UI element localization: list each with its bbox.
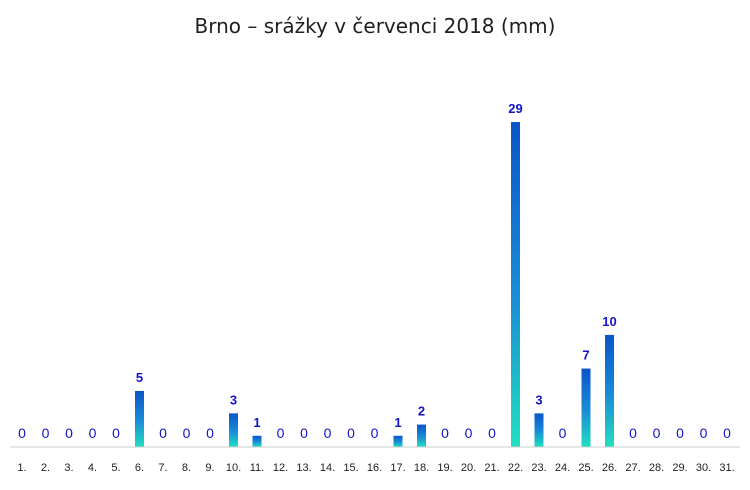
value-label-day-18: 2: [418, 404, 425, 419]
value-label-day-11: 1: [253, 415, 260, 430]
x-tick-label-day-28: 28.: [649, 462, 664, 474]
x-tick-label-day-19: 19.: [437, 462, 452, 474]
x-tick-label-day-2: 2.: [41, 462, 50, 474]
value-label-day-12: 0: [277, 425, 285, 441]
value-label-day-26: 10: [602, 314, 616, 329]
value-label-day-27: 0: [629, 425, 637, 441]
bar-day-11: [252, 435, 262, 447]
value-label-day-5: 0: [112, 425, 120, 441]
x-tick-label-day-13: 13.: [296, 462, 311, 474]
x-tick-label-day-12: 12.: [273, 462, 288, 474]
value-label-day-9: 0: [206, 425, 214, 441]
bar-day-10: [229, 413, 238, 447]
x-tick-label-day-5: 5.: [111, 462, 120, 474]
value-label-day-23: 3: [535, 392, 542, 407]
x-tick-label-day-6: 6.: [135, 462, 144, 474]
value-label-day-17: 1: [394, 415, 401, 430]
x-tick-label-day-3: 3.: [64, 462, 73, 474]
value-label-day-22: 29: [508, 101, 522, 116]
bar-day-6: [135, 390, 144, 447]
value-label-day-2: 0: [42, 425, 50, 441]
x-tick-label-day-29: 29.: [672, 462, 687, 474]
x-tick-label-day-25: 25.: [578, 462, 593, 474]
chart-title: Brno – srážky v červenci 2018 (mm): [195, 14, 556, 38]
value-label-day-25: 7: [582, 348, 589, 363]
bar-day-17: [393, 435, 403, 447]
x-tick-label-day-4: 4.: [88, 462, 97, 474]
x-tick-label-day-22: 22.: [508, 462, 523, 474]
bar-day-22: [511, 122, 520, 447]
x-tick-labels-group: 1. 2. 3. 4. 5. 6. 7. 8. 9. 10. 11. 12. 13. 14. 15. 16. 1…: [17, 462, 734, 474]
value-label-day-1: 0: [18, 425, 26, 441]
value-label-day-21: 0: [488, 425, 496, 441]
x-tick-label-day-27: 27.: [625, 462, 640, 474]
x-tick-label-day-18: 18.: [414, 462, 429, 474]
value-label-day-13: 0: [300, 425, 308, 441]
bar-day-23: [534, 413, 544, 447]
x-tick-label-day-7: 7.: [158, 462, 167, 474]
x-tick-label-day-23: 23.: [531, 462, 546, 474]
x-tick-label-day-20: 20.: [461, 462, 476, 474]
x-tick-label-day-17: 17.: [390, 462, 405, 474]
value-label-day-7: 0: [159, 425, 167, 441]
value-label-day-10: 3: [230, 392, 237, 407]
bars-group: [135, 122, 614, 447]
x-tick-label-day-16: 16.: [367, 462, 382, 474]
value-label-day-20: 0: [465, 425, 473, 441]
value-label-day-4: 0: [89, 425, 97, 441]
value-label-day-28: 0: [653, 425, 661, 441]
value-label-day-14: 0: [324, 425, 332, 441]
x-tick-label-day-24: 24.: [555, 462, 570, 474]
value-label-day-3: 0: [65, 425, 73, 441]
value-label-day-31: 0: [723, 425, 731, 441]
value-label-day-29: 0: [676, 425, 684, 441]
value-label-day-8: 0: [183, 425, 191, 441]
bar-day-18: [417, 424, 426, 447]
x-tick-label-day-15: 15.: [343, 462, 358, 474]
value-label-day-24: 0: [559, 425, 567, 441]
x-tick-label-day-31: 31.: [719, 462, 734, 474]
value-label-day-30: 0: [700, 425, 708, 441]
bar-day-26: [605, 334, 614, 447]
x-tick-label-day-11: 11.: [250, 462, 264, 474]
value-label-day-19: 0: [441, 425, 449, 441]
value-label-day-16: 0: [371, 425, 379, 441]
x-tick-label-day-21: 21.: [484, 462, 499, 474]
x-tick-label-day-8: 8.: [182, 462, 191, 474]
x-tick-label-day-9: 9.: [205, 462, 214, 474]
value-label-day-15: 0: [347, 425, 355, 441]
bar-day-25: [581, 368, 591, 447]
x-tick-label-day-10: 10.: [226, 462, 241, 474]
value-label-day-6: 5: [136, 370, 143, 385]
x-tick-label-day-26: 26.: [602, 462, 617, 474]
x-tick-label-day-30: 30.: [696, 462, 711, 474]
x-tick-label-day-1: 1.: [17, 462, 26, 474]
x-tick-label-day-14: 14.: [320, 462, 335, 474]
